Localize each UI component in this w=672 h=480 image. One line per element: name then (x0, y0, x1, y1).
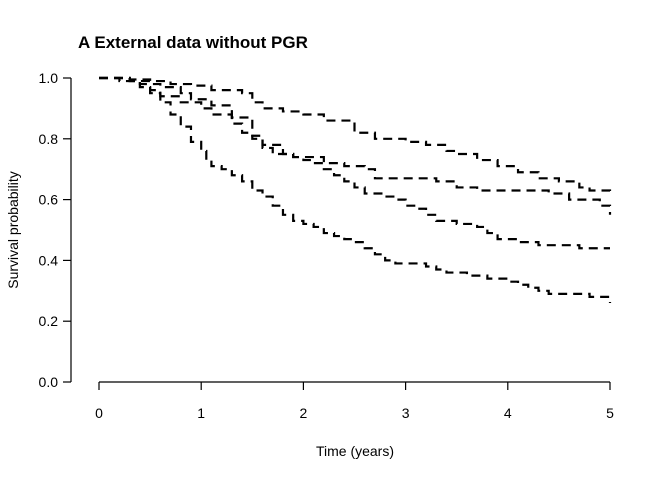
y-axis-label: Survival probability (5, 171, 21, 289)
x-tick-label: 4 (504, 405, 512, 421)
y-tick-label: 0.8 (39, 131, 59, 147)
x-tick-label: 5 (606, 405, 614, 421)
x-axis-ticks: 0 1 2 3 4 5 (95, 382, 614, 421)
survival-curves (99, 76, 612, 303)
survival-curve-4 (99, 76, 612, 303)
y-tick-label: 1.0 (39, 70, 59, 86)
y-tick-label: 0.0 (39, 374, 59, 390)
x-tick-label: 0 (95, 405, 103, 421)
x-tick-label: 2 (300, 405, 308, 421)
x-tick-label: 3 (402, 405, 410, 421)
y-tick-label: 0.4 (39, 252, 59, 268)
x-tick-label: 1 (197, 405, 205, 421)
x-axis-label: Time (years) (316, 443, 394, 459)
survival-curve-3 (99, 76, 610, 250)
survival-curve-1 (99, 76, 612, 194)
chart-title: A External data without PGR (78, 33, 308, 52)
y-axis-ticks: 0.0 0.2 0.4 0.6 0.8 1.0 (39, 70, 71, 390)
y-tick-label: 0.6 (39, 192, 59, 208)
survival-curve-2 (99, 76, 612, 215)
y-tick-label: 0.2 (39, 313, 59, 329)
